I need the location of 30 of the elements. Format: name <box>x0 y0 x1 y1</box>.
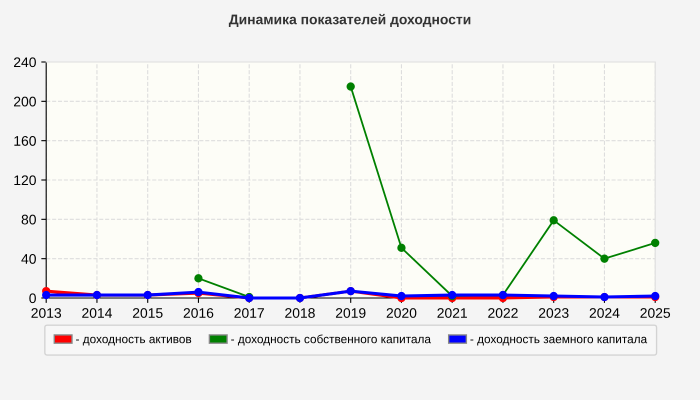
x-tick-label: 2023 <box>538 308 569 318</box>
x-tick-label: 2017 <box>234 308 264 318</box>
point <box>194 274 203 282</box>
x-tick-label: 2015 <box>132 308 163 318</box>
y-tick-label: 0 <box>29 293 36 304</box>
chart-title: Динамика показателей доходности <box>228 14 470 27</box>
legend-label: - доходность собственного капитала <box>231 334 431 346</box>
legend-label: - доходность активов <box>76 336 192 346</box>
y-tick-label: 120 <box>14 175 36 186</box>
x-tick-label: 2022 <box>488 308 518 318</box>
y-tick-label: 160 <box>14 136 36 146</box>
x-tick-label: 2025 <box>640 308 670 318</box>
y-tick-label: 40 <box>21 254 36 264</box>
point <box>550 216 558 224</box>
point <box>397 244 406 252</box>
y-tick-label: 80 <box>22 214 36 225</box>
point <box>346 82 355 91</box>
y-tick-label: 200 <box>14 96 36 107</box>
x-tick-label: 2020 <box>386 308 416 318</box>
x-tick-label: 2024 <box>590 308 620 318</box>
x-tick-label: 2019 <box>336 308 366 318</box>
x-tick-label: 2013 <box>31 308 62 318</box>
point <box>600 254 609 263</box>
y-tick-label: 240 <box>14 57 36 68</box>
x-tick-label: 2021 <box>437 308 467 318</box>
point <box>651 238 660 248</box>
x-tick-label: 2016 <box>184 308 214 318</box>
x-tick-label: 2018 <box>285 308 315 318</box>
legend-label: - доходность заемного капитала <box>470 336 648 346</box>
x-tick-label: 2014 <box>82 308 112 318</box>
